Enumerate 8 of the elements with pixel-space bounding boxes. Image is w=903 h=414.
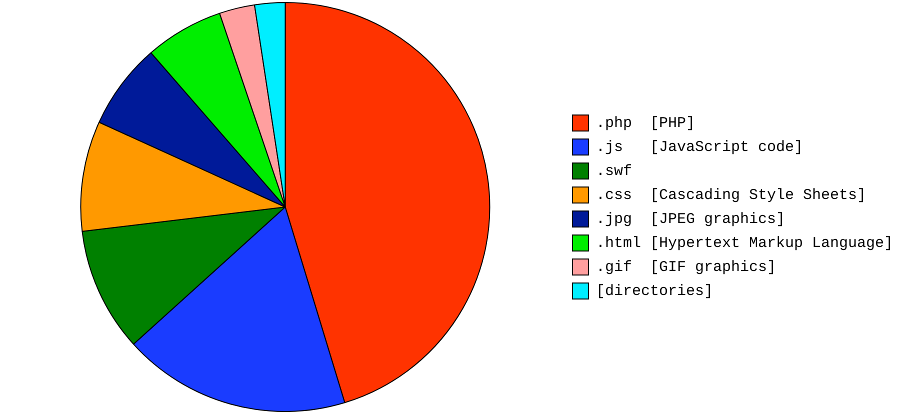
- legend-label: .jpg [JPEG graphics]: [596, 210, 785, 228]
- legend-label: .swf: [596, 162, 632, 180]
- legend-label: .css [Cascading Style Sheets]: [596, 186, 866, 204]
- legend-label: .html [Hypertext Markup Language]: [596, 234, 894, 252]
- legend-label: .gif [GIF graphics]: [596, 258, 776, 276]
- legend-label: .php [PHP]: [596, 114, 695, 132]
- legend-label: [directories]: [596, 282, 713, 300]
- legend-label: .js [JavaScript code]: [596, 138, 803, 156]
